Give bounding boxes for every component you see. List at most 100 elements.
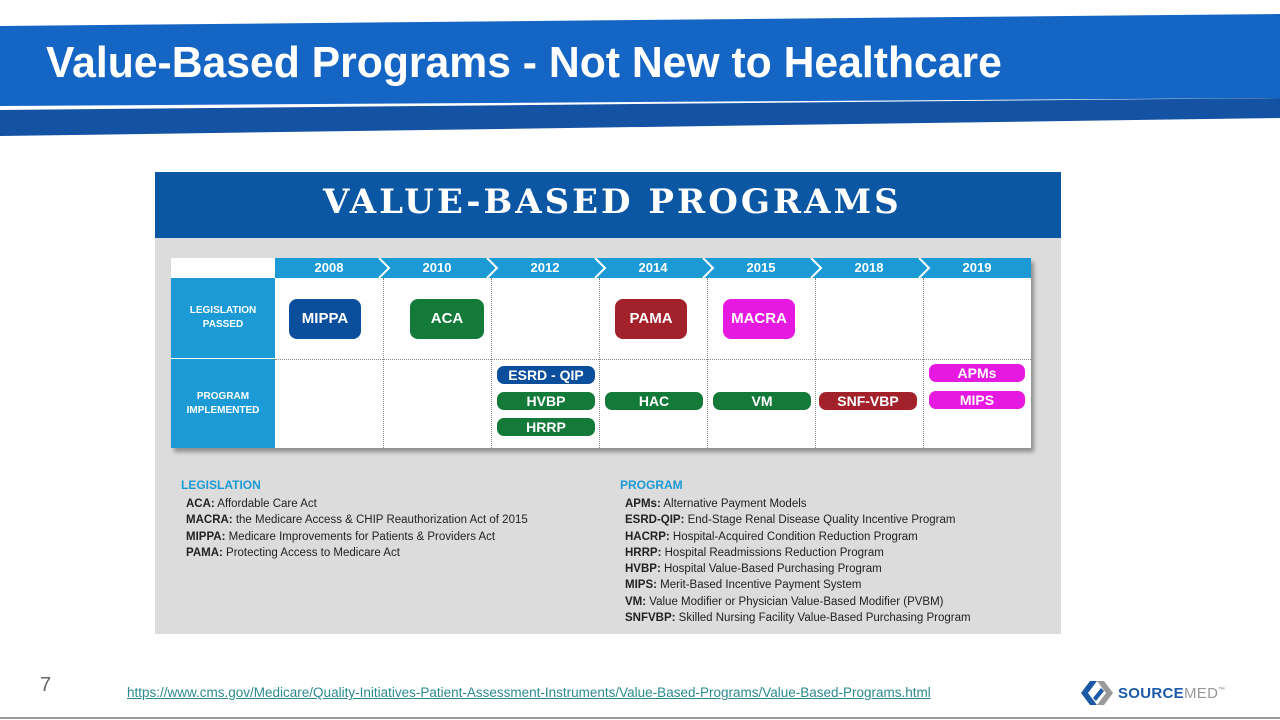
legend-text: Affordable Care Act (214, 498, 317, 510)
year-label: 2014 (638, 260, 668, 275)
legend-text: Merit-Based Incentive Payment System (656, 579, 862, 592)
legend-item: MIPS: Merit-Based Incentive Payment Syst… (620, 577, 971, 593)
legend-text: Skilled Nursing Facility Value-Based Pur… (675, 612, 971, 625)
timeline-grid: 2008 2010 2012 2014 2015 2018 2019 LEGIS… (171, 258, 1031, 448)
legend-text: Medicare Improvements for Patients & Pro… (225, 530, 496, 543)
legend-abbr: MIPPA: (186, 530, 226, 543)
legend-text: End-Stage Renal Disease Quality Incentiv… (684, 514, 956, 527)
year-2019: 2019 (918, 258, 1031, 278)
pill-macra: MACRA (723, 299, 795, 339)
legend-abbr: ACA: (186, 498, 215, 510)
year-header: 2008 2010 2012 2014 2015 2018 2019 (275, 258, 1031, 278)
legend-item: HRRP: Hospital Readmissions Reduction Pr… (620, 545, 971, 561)
year-label: 2018 (854, 260, 884, 275)
page-number: 7 (40, 674, 52, 696)
legend-abbr: MIPS: (625, 579, 657, 592)
value-based-programs-infographic: VALUE-BASED PROGRAMS 2008 2010 2012 2014… (155, 172, 1061, 634)
pill-hrrp: HRRP (497, 418, 595, 436)
source-link[interactable]: https://www.cms.gov/Medicare/Quality-Ini… (127, 685, 931, 700)
column-divider (383, 278, 384, 448)
legend-item: PAMA: Protecting Access to Medicare Act (181, 545, 528, 561)
pill-hvbp: HVBP (497, 392, 595, 410)
legend-abbr: PAMA: (186, 546, 223, 559)
legend-abbr: MACRA: (186, 514, 233, 527)
column-divider (599, 278, 600, 448)
chevron-right-icon (378, 258, 391, 278)
year-2015: 2015 (702, 258, 815, 278)
pill-vm: VM (713, 392, 811, 410)
column-divider (707, 278, 708, 448)
year-2018: 2018 (810, 258, 923, 278)
pill-apms: APMs (929, 364, 1025, 382)
pill-aca: ACA (410, 299, 484, 339)
year-label: 2015 (746, 260, 776, 275)
column-divider (491, 278, 492, 448)
legend-abbr: VM: (625, 595, 647, 608)
legend-abbr: HVBP: (625, 563, 661, 576)
legend-heading: PROGRAM (620, 478, 683, 492)
legend-item: APMs: Alternative Payment Models (620, 496, 971, 512)
year-label: 2019 (962, 260, 992, 275)
legend-item: HVBP: Hospital Value-Based Purchasing Pr… (620, 561, 971, 577)
pill-esrd-qip: ESRD - QIP (497, 366, 595, 384)
year-2014: 2014 (594, 258, 707, 278)
logo-wordmark: SOURCEMED™ (1118, 685, 1226, 702)
year-label: 2012 (530, 260, 560, 275)
chevron-right-icon (594, 258, 607, 278)
chevron-right-icon (486, 258, 499, 278)
legend-item: MIPPA: Medicare Improvements for Patient… (181, 529, 528, 545)
pill-pama: PAMA (615, 299, 687, 339)
legend-text: Alternative Payment Models (660, 498, 807, 510)
legend-text: the Medicare Access & CHIP Reauthorizati… (232, 514, 528, 527)
legend-item: MACRA: the Medicare Access & CHIP Reauth… (181, 512, 528, 528)
row-label-text: PROGRAM IMPLEMENTED (186, 390, 260, 416)
legend-item: VM: Value Modifier or Physician Value-Ba… (620, 594, 971, 610)
legend-abbr: SNFVBP: (625, 612, 676, 625)
logo-brand-light: MED (1183, 684, 1219, 702)
legend-program: PROGRAM APMs: Alternative Payment Models… (620, 478, 971, 626)
logo-brand-bold: SOURCE (1118, 684, 1184, 702)
chevron-right-icon (918, 258, 931, 278)
chevron-right-icon (702, 258, 715, 278)
legend-item: ACA: Affordable Care Act (181, 496, 528, 512)
column-divider (923, 278, 924, 448)
legend-text: Protecting Access to Medicare Act (222, 546, 400, 559)
year-label: 2010 (422, 260, 452, 275)
row-divider (275, 359, 1031, 360)
slide-title: Value-Based Programs - Not New to Health… (46, 38, 1002, 87)
legend-abbr: APMs: (625, 498, 661, 510)
row-label-legislation: LEGISLATION PASSED (171, 278, 275, 359)
bottom-divider (0, 717, 1280, 719)
infographic-title: VALUE-BASED PROGRAMS (323, 182, 902, 222)
pill-snf-vbp: SNF-VBP (819, 392, 917, 410)
pill-hac: HAC (605, 392, 703, 410)
legend-legislation: LEGISLATION ACA: Affordable Care Act MAC… (181, 478, 528, 561)
legend-item: ESRD-QIP: End-Stage Renal Disease Qualit… (620, 512, 971, 528)
legend-heading: LEGISLATION (181, 478, 261, 492)
timeline-cells: MIPPA ACA PAMA MACRA ESRD - QIP HVBP HRR… (275, 278, 1031, 448)
legend-text: Hospital Readmissions Reduction Program (661, 546, 884, 559)
year-2012: 2012 (486, 258, 599, 278)
column-divider (815, 278, 816, 448)
trademark: ™ (1218, 686, 1226, 694)
pill-mippa: MIPPA (289, 299, 361, 339)
infographic-header: VALUE-BASED PROGRAMS (155, 172, 1061, 238)
chevron-right-icon (810, 258, 823, 278)
title-band (0, 14, 1280, 106)
year-2008: 2008 (275, 258, 383, 278)
row-label-text: LEGISLATION PASSED (189, 305, 257, 330)
legend-text: Hospital Value-Based Purchasing Program (660, 563, 882, 576)
sourcemed-logo: SOURCEMED™ (1080, 680, 1226, 706)
pill-mips: MIPS (929, 391, 1025, 409)
year-label: 2008 (314, 260, 344, 275)
legend-abbr: HRRP: (625, 546, 662, 559)
legend-abbr: ESRD-QIP: (625, 514, 685, 527)
year-2010: 2010 (378, 258, 491, 278)
legend-item: SNFVBP: Skilled Nursing Facility Value-B… (620, 610, 971, 626)
legend-text: Hospital-Acquired Condition Reduction Pr… (669, 530, 918, 543)
legend-text: Value Modifier or Physician Value-Based … (646, 595, 944, 608)
sourcemed-logo-icon (1081, 681, 1113, 705)
legend-abbr: HACRP: (625, 530, 670, 543)
row-label-program: PROGRAM IMPLEMENTED (171, 359, 275, 448)
